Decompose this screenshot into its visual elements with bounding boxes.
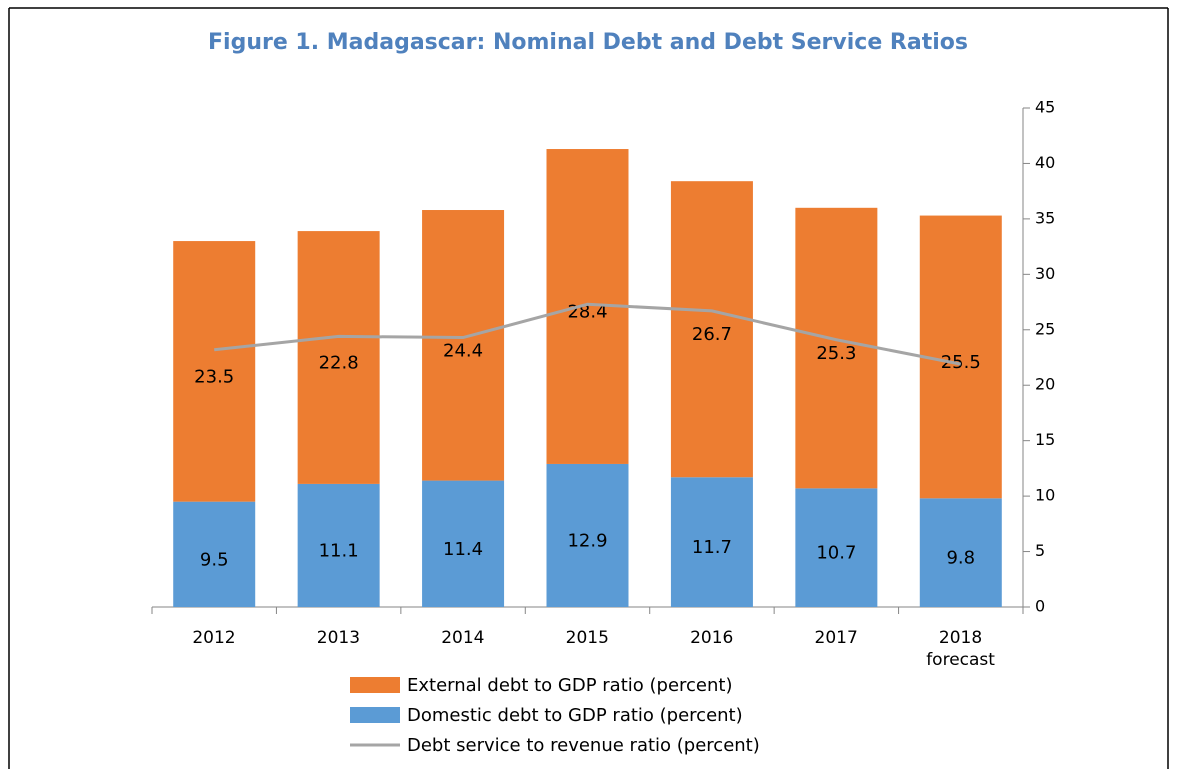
y-tick-label: 45: [1035, 98, 1055, 117]
value-label: 9.5: [200, 549, 229, 570]
bar-segment: [795, 207, 878, 489]
value-label: 10.7: [816, 543, 856, 564]
value-label: 26.7: [692, 324, 732, 345]
value-label: 11.1: [319, 540, 359, 561]
value-label: 12.9: [567, 530, 607, 551]
chart-title: Figure 1. Madagascar: Nominal Debt and D…: [208, 30, 968, 55]
x-tick-label: 2012: [192, 628, 236, 648]
bar-segment: [173, 501, 256, 607]
y-tick-label: 35: [1035, 208, 1055, 227]
x-tick-label: 2013: [316, 628, 361, 648]
legend-label: Domestic debt to GDP ratio (percent): [407, 705, 743, 726]
bar-segment: [422, 480, 505, 607]
y-tick-label: 5: [1035, 541, 1045, 560]
x-tick-label: 2015: [565, 628, 609, 648]
bar-segment: [297, 483, 380, 607]
bar-segment: [670, 181, 753, 478]
y-tick-label: 25: [1035, 319, 1055, 338]
y-tick-label: 40: [1035, 153, 1055, 172]
y-tick-label: 20: [1035, 375, 1055, 394]
bar-segment: [795, 488, 878, 607]
x-tick-label: 2014: [441, 628, 485, 648]
line-series: [214, 302, 962, 366]
legend-label: Debt service to revenue ratio (percent): [407, 735, 760, 756]
bar-segment: [546, 463, 629, 607]
y-tick-label: 15: [1035, 430, 1055, 449]
bar-segment: [422, 210, 505, 481]
legend-swatch: [350, 707, 400, 723]
bar-segment: [173, 241, 256, 502]
y-tick-label: 30: [1035, 264, 1055, 283]
x-tick-label: 2018 forecast: [926, 628, 995, 670]
x-tick-label: 2016: [690, 628, 734, 648]
value-label: 11.7: [692, 537, 732, 558]
value-label: 9.8: [946, 548, 975, 569]
value-label: 23.5: [194, 366, 234, 387]
legend-label: External debt to GDP ratio (percent): [407, 675, 733, 696]
value-label: 11.4: [443, 539, 483, 560]
value-label: 25.5: [941, 352, 981, 373]
x-tick-label: 2017: [814, 628, 858, 648]
y-tick-label: 0: [1035, 597, 1045, 616]
bar-segment: [919, 215, 1002, 499]
bar-segment: [297, 231, 380, 484]
y-tick-label: 10: [1035, 486, 1055, 505]
value-label: 22.8: [319, 353, 359, 374]
value-label: 24.4: [443, 340, 483, 361]
legend-swatch: [350, 677, 400, 693]
bar-segment: [670, 477, 753, 607]
bar-segment: [919, 498, 1002, 607]
value-label: 25.3: [816, 343, 856, 364]
